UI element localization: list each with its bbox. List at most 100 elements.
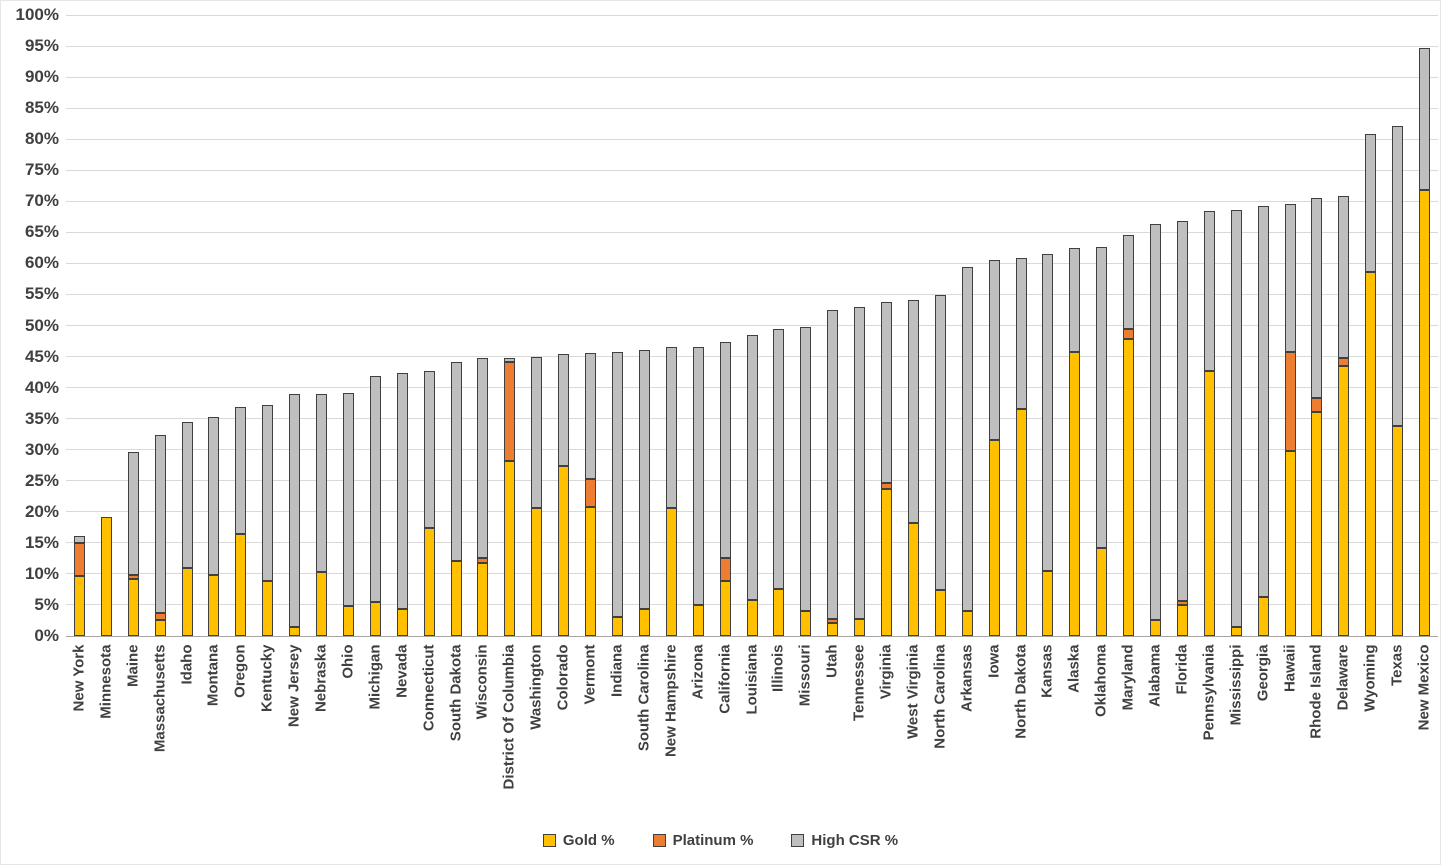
bar-segment-gold	[100, 517, 112, 636]
bar-segment-gold	[773, 589, 785, 636]
x-axis-category-label: Montana	[204, 644, 222, 706]
x-axis-category-label: Oregon	[231, 644, 249, 698]
y-axis-tick-label: 5%	[34, 594, 59, 614]
bar-segment-gold	[423, 527, 435, 636]
bar-segment-gold	[1176, 604, 1188, 636]
bar-segment-gold	[585, 506, 597, 636]
bar-segment-platinum	[154, 613, 166, 620]
bar-segment-high-csr	[477, 358, 489, 558]
x-axis-category-label: North Carolina	[931, 644, 949, 749]
x-axis-category-label: Kansas	[1038, 644, 1056, 698]
y-axis-tick-label: 20%	[24, 501, 59, 521]
legend-label-platinum: Platinum %	[672, 832, 754, 849]
x-axis-category-label: South Dakota	[447, 644, 465, 741]
x-axis-category-label: Massachusetts	[151, 644, 169, 752]
bar-segment-high-csr	[450, 362, 462, 562]
bar-segment-high-csr	[1069, 247, 1081, 353]
gridline	[66, 45, 1438, 47]
bar-segment-gold	[289, 626, 301, 636]
bar-segment-gold	[504, 460, 516, 636]
gridline	[66, 14, 1438, 16]
bar-segment-high-csr	[1015, 258, 1027, 409]
x-axis-category-label: North Dakota	[1012, 644, 1030, 739]
bar-segment-platinum	[719, 557, 731, 582]
bar-segment-gold	[208, 575, 220, 636]
bar-segment-gold	[1069, 352, 1081, 636]
y-axis-tick-label: 15%	[24, 532, 59, 552]
bar-segment-high-csr	[611, 351, 623, 618]
x-axis-category-label: Kentucky	[258, 644, 276, 712]
bar-segment-high-csr	[369, 376, 381, 602]
gridline	[66, 262, 1438, 264]
x-axis-category-label: Virginia	[877, 644, 895, 699]
bar-segment-high-csr	[154, 435, 166, 613]
x-axis-category-label: Washington	[527, 644, 545, 730]
x-axis-category-label: Idaho	[178, 644, 196, 684]
bar-segment-gold	[800, 611, 812, 636]
y-axis-tick-label: 35%	[24, 408, 59, 428]
bar-segment-high-csr	[1042, 254, 1054, 571]
bar-segment-high-csr	[1392, 125, 1404, 427]
bar-segment-high-csr	[316, 394, 328, 573]
x-axis-category-label: Illinois	[769, 644, 787, 692]
bar-segment-gold	[1392, 426, 1404, 636]
bar-segment-platinum	[73, 542, 85, 577]
bar-segment-high-csr	[1338, 195, 1350, 359]
gridline	[66, 169, 1438, 171]
bar-segment-platinum	[1338, 358, 1350, 366]
bar-segment-gold	[1257, 597, 1269, 636]
y-axis-tick-label: 85%	[24, 98, 59, 118]
bar-segment-high-csr	[423, 371, 435, 528]
bar-segment-high-csr	[638, 350, 650, 610]
bar-segment-high-csr	[235, 406, 247, 534]
bar-segment-high-csr	[1419, 47, 1431, 191]
bar-segment-high-csr	[396, 372, 408, 609]
bar-segment-high-csr	[1150, 224, 1162, 620]
bar-segment-gold	[1096, 548, 1108, 636]
x-axis-category-label: New Hampshire	[662, 644, 680, 757]
bar-segment-gold	[988, 439, 1000, 636]
bar-segment-platinum	[504, 362, 516, 461]
bar-segment-gold	[369, 601, 381, 636]
bar-segment-gold	[1150, 619, 1162, 636]
x-axis-category-label: South Carolina	[635, 644, 653, 751]
legend-label-gold: Gold %	[562, 832, 615, 849]
x-axis-category-label: Minnesota	[97, 644, 115, 719]
bar-segment-high-csr	[342, 393, 354, 607]
bar-segment-gold	[1419, 190, 1431, 636]
x-axis-category-label: Maryland	[1119, 644, 1137, 710]
legend-item-platinum: Platinum %	[652, 832, 754, 849]
bar-segment-high-csr	[1203, 211, 1215, 372]
legend-swatch-gold-icon	[542, 834, 556, 847]
x-axis-category-label: Louisiana	[743, 644, 760, 715]
bar-segment-high-csr	[719, 342, 731, 558]
bar-segment-high-csr	[773, 329, 785, 590]
x-axis-category-label: Hawaii	[1281, 644, 1299, 692]
x-axis-category-label: Arkansas	[958, 644, 976, 712]
y-axis-tick-label: 10%	[24, 563, 59, 583]
bar-segment-platinum	[1311, 398, 1323, 413]
bar-segment-gold	[934, 590, 946, 636]
x-axis-category-label: Nebraska	[312, 644, 330, 712]
bar-segment-gold	[127, 579, 139, 636]
bar-segment-gold	[1338, 365, 1350, 636]
bar-segment-platinum	[127, 574, 139, 580]
bar-segment-high-csr	[1230, 209, 1242, 627]
x-axis-category-label: Nevada	[393, 644, 411, 698]
bar-segment-platinum	[1176, 601, 1188, 605]
bar-segment-gold	[719, 581, 731, 636]
gridline	[66, 138, 1438, 140]
bar-segment-gold	[692, 604, 704, 636]
x-axis-category-label: Connecticut	[420, 644, 438, 731]
y-axis-tick-label: 25%	[24, 470, 59, 490]
bar-segment-high-csr	[262, 404, 274, 582]
x-axis-category-label: District Of Columbia	[500, 644, 518, 790]
bar-segment-gold	[1015, 408, 1027, 636]
y-axis-tick-label: 60%	[24, 253, 59, 273]
x-axis-category-label: Missouri	[796, 644, 814, 706]
bar-segment-gold	[638, 609, 650, 636]
x-axis-category-label: Texas	[1388, 644, 1406, 686]
bar-segment-high-csr	[531, 356, 543, 509]
bar-segment-gold	[531, 508, 543, 636]
